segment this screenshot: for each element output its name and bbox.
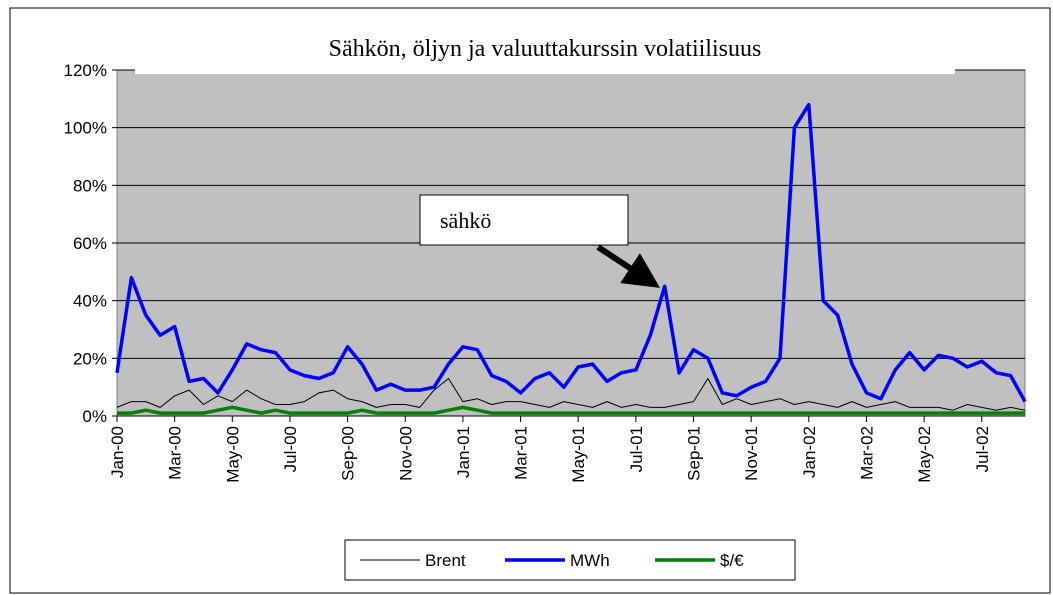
y-tick-label: 40% xyxy=(73,292,107,311)
annotation: sähkö xyxy=(440,208,491,233)
chart-title: Sähkön, öljyn ja valuuttakurssin volatii… xyxy=(329,36,762,62)
x-tick-label: May-00 xyxy=(223,426,242,483)
y-tick-label: 80% xyxy=(73,176,107,195)
x-tick-label: Mar-01 xyxy=(512,426,531,480)
annotation-box xyxy=(419,194,629,246)
series-line xyxy=(115,102,1027,403)
x-tick-label: May-02 xyxy=(915,426,934,483)
x-tick-label: May-01 xyxy=(569,426,588,483)
x-tick-label: Jul-01 xyxy=(627,426,646,472)
y-tick-label: 120% xyxy=(64,61,107,80)
x-tick-label: Nov-00 xyxy=(396,426,415,481)
x-tick-label: Jan-00 xyxy=(108,426,127,478)
x-tick-label: Jan-01 xyxy=(454,426,473,478)
series-line xyxy=(117,405,1025,415)
x-tick-label: Jul-00 xyxy=(281,426,300,472)
y-tick-label: 60% xyxy=(73,234,107,253)
legend-label: $/€ xyxy=(720,551,744,570)
y-tick-label: 0% xyxy=(82,407,107,426)
x-tick-label: Jul-02 xyxy=(973,426,992,472)
series-line xyxy=(116,378,1026,411)
x-tick-label: Jan-02 xyxy=(800,426,819,478)
legend-label: Brent xyxy=(425,551,466,570)
x-tick-label: Mar-00 xyxy=(166,426,185,480)
x-tick-label: Mar-02 xyxy=(857,426,876,480)
y-tick-label: 100% xyxy=(64,119,107,138)
annotation-arrow xyxy=(596,244,661,288)
legend-label: MWh xyxy=(570,551,610,570)
x-tick-label: Nov-01 xyxy=(742,426,761,481)
y-tick-label: 20% xyxy=(73,349,107,368)
x-tick-label: Sep-01 xyxy=(685,426,704,481)
title-box xyxy=(135,30,955,74)
x-tick-label: Sep-00 xyxy=(339,426,358,481)
